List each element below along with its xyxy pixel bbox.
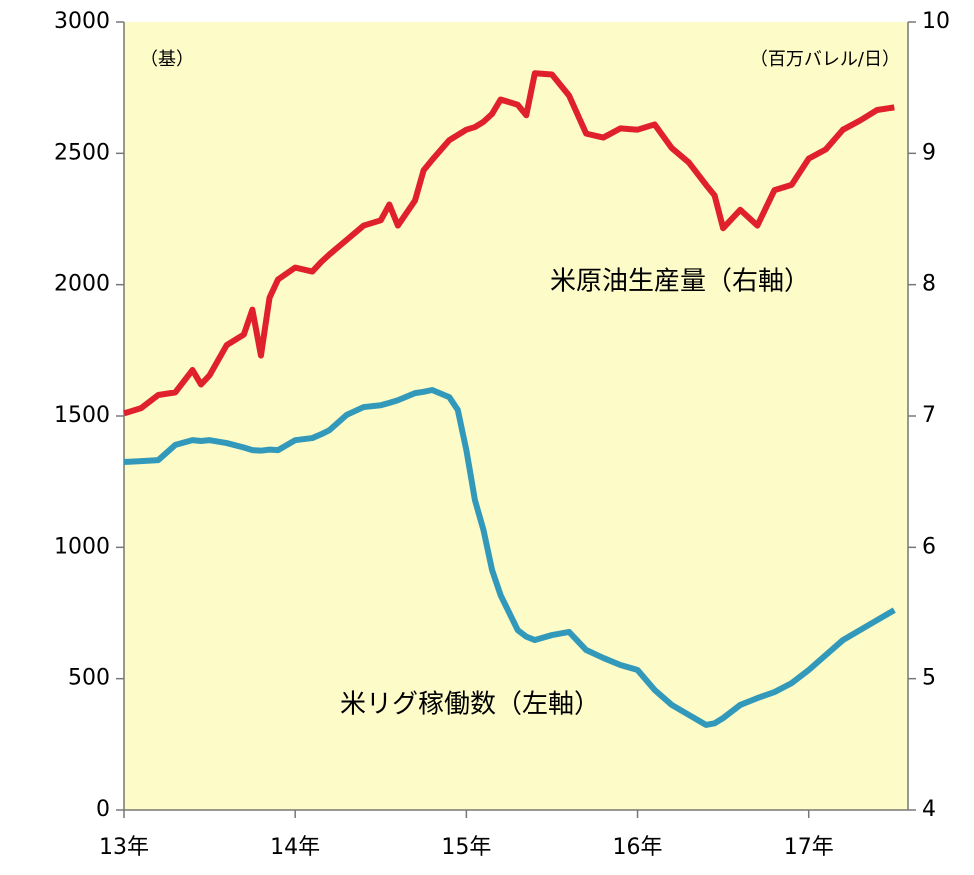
x-tick-label: 14年 [270,835,320,860]
x-tick-label: 15年 [441,835,491,860]
annotation: 米原油生産量（右軸） [550,267,810,297]
y2-tick-label: 8 [922,272,936,297]
annotation: （百万バレル/日） [750,49,900,70]
y-tick-label: 2500 [54,140,110,165]
plot-area [124,22,908,810]
y-tick-label: 1500 [54,403,110,428]
x-tick-label: 16年 [613,835,663,860]
y-tick-label: 0 [96,797,110,822]
line-series [123,70,895,417]
y2-tick-label: 6 [922,534,936,559]
y2-tick-label: 4 [922,797,936,822]
y-tick-label: 3000 [54,9,110,34]
y-tick-label: 500 [68,666,110,691]
line-series [123,386,896,728]
x-tick-label: 13年 [99,835,149,860]
y2-tick-label: 9 [922,140,936,165]
annotation: 米リグ稼働数（左軸） [340,690,600,720]
y-tick-label: 2000 [54,272,110,297]
annotation: （基） [140,49,194,70]
x-tick-label: 17年 [784,835,834,860]
y2-tick-label: 5 [922,666,936,691]
y2-tick-label: 10 [922,9,950,34]
y-tick-label: 1000 [54,534,110,559]
y2-tick-label: 7 [922,403,936,428]
